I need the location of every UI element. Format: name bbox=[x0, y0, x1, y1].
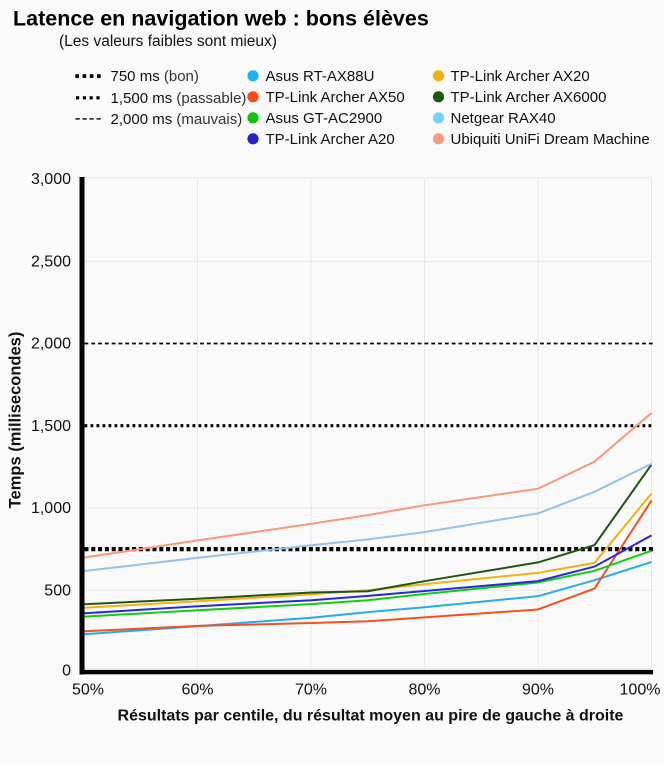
svg-text:(Les valeurs faibles sont mieu: (Les valeurs faibles sont mieux) bbox=[59, 33, 277, 50]
svg-text:Netgear RAX40: Netgear RAX40 bbox=[451, 110, 556, 127]
svg-text:2,000 ms (mauvais): 2,000 ms (mauvais) bbox=[111, 111, 243, 128]
svg-text:Asus GT-AC2900: Asus GT-AC2900 bbox=[266, 110, 383, 127]
svg-text:1,000: 1,000 bbox=[31, 500, 71, 517]
svg-text:1,500 ms (passable): 1,500 ms (passable) bbox=[111, 90, 247, 107]
svg-text:500: 500 bbox=[44, 582, 71, 599]
svg-text:Asus RT-AX88U: Asus RT-AX88U bbox=[266, 68, 375, 85]
svg-text:2,500: 2,500 bbox=[31, 253, 71, 270]
svg-text:TP-Link Archer AX6000: TP-Link Archer AX6000 bbox=[451, 89, 607, 106]
svg-text:Latence en navigation web : bo: Latence en navigation web : bons élèves bbox=[13, 7, 429, 31]
svg-text:TP-Link Archer AX50: TP-Link Archer AX50 bbox=[266, 89, 405, 106]
svg-text:3,000: 3,000 bbox=[31, 171, 71, 188]
svg-text:100%: 100% bbox=[620, 682, 661, 699]
svg-text:Ubiquiti UniFi Dream Machine: Ubiquiti UniFi Dream Machine bbox=[451, 131, 650, 148]
svg-text:TP-Link Archer AX20: TP-Link Archer AX20 bbox=[451, 68, 590, 85]
svg-text:Résultats par centile, du résu: Résultats par centile, du résultat moyen… bbox=[118, 708, 624, 725]
svg-text:90%: 90% bbox=[522, 682, 554, 699]
svg-text:Temps (millisecondes): Temps (millisecondes) bbox=[7, 332, 25, 509]
svg-text:50%: 50% bbox=[72, 682, 104, 699]
svg-text:70%: 70% bbox=[295, 682, 327, 699]
svg-text:60%: 60% bbox=[181, 682, 213, 699]
svg-text:80%: 80% bbox=[408, 682, 440, 699]
svg-text:1,500: 1,500 bbox=[31, 418, 71, 435]
svg-text:750 ms (bon): 750 ms (bon) bbox=[111, 68, 199, 85]
svg-text:2,000: 2,000 bbox=[31, 336, 71, 353]
svg-text:TP-Link Archer A20: TP-Link Archer A20 bbox=[266, 131, 395, 148]
svg-text:0: 0 bbox=[62, 662, 71, 679]
